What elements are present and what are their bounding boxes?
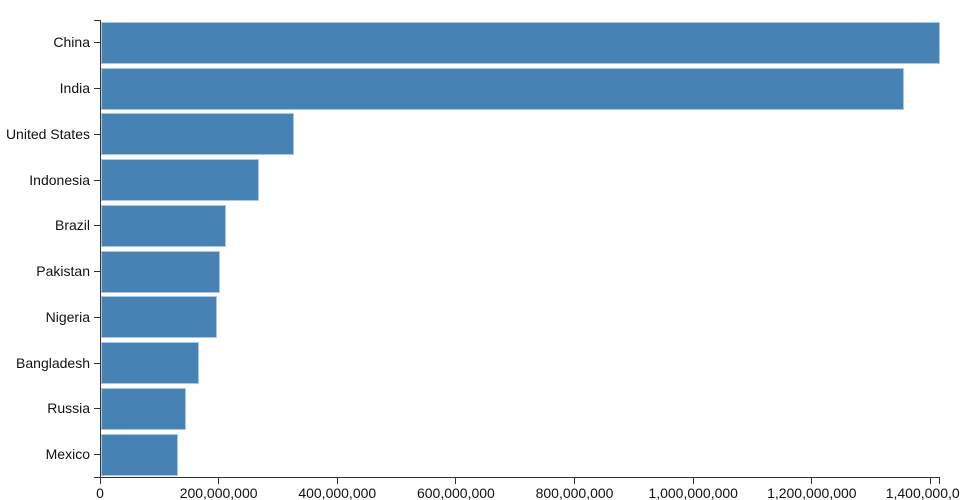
y-tick [93,179,100,181]
category-label: Nigeria [45,308,90,325]
x-tick [929,476,931,484]
x-tick-label: 400,000,000 [298,485,377,500]
y-axis-outer-tick-top [93,20,100,21]
bar [100,296,217,339]
bar [100,342,200,385]
x-tick-label: 1,000,000,000 [648,485,738,500]
bar [100,159,259,202]
bar [100,250,220,293]
y-tick [93,42,100,44]
y-tick [93,408,100,410]
x-tick [692,476,694,484]
x-tick [811,476,813,484]
category-label: Brazil [54,217,90,234]
y-tick [93,271,100,273]
y-tick [93,133,100,135]
y-tick [93,316,100,318]
y-tick [93,454,100,456]
x-tick-label: 1,400,000,000 [885,485,960,500]
category-label: Pakistan [36,263,90,280]
category-label: Indonesia [29,171,90,188]
category-label: Russia [47,400,90,417]
y-axis-outer-tick-bottom [93,476,100,478]
category-label: Mexico [45,446,90,463]
x-tick [574,476,576,484]
bar [100,204,226,247]
x-tick-label: 0 [96,485,104,500]
category-label: United States [5,125,90,142]
x-tick [99,476,101,484]
y-tick [93,362,100,364]
category-label: China [53,34,90,51]
x-tick-label: 1,200,000,000 [767,485,857,500]
bar [100,113,295,156]
x-tick [336,476,338,484]
category-label: Bangladesh [16,354,90,371]
x-axis-outer-tick-end [938,476,940,484]
x-tick-label: 800,000,000 [535,485,614,500]
x-tick-label: 200,000,000 [179,485,258,500]
x-tick [218,476,220,484]
bar [100,433,179,476]
y-axis-line [99,20,101,478]
x-tick-label: 600,000,000 [416,485,495,500]
bar [100,67,904,110]
x-axis-line [99,476,940,478]
bar [100,21,940,64]
x-tick [455,476,457,484]
y-tick [93,225,100,227]
y-tick [93,88,100,90]
bar [100,387,186,430]
category-label: India [59,80,90,97]
